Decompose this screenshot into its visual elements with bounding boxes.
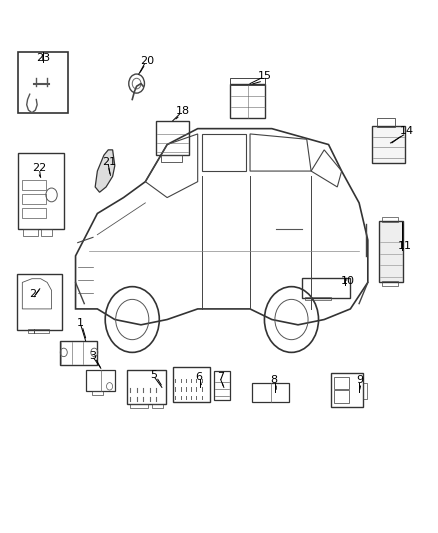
- Bar: [41, 229, 51, 236]
- Bar: [333, 390, 348, 403]
- Bar: [92, 391, 103, 395]
- Text: 20: 20: [140, 56, 154, 66]
- Bar: [304, 297, 330, 301]
- Text: 15: 15: [258, 70, 272, 80]
- Bar: [160, 155, 182, 161]
- Bar: [378, 221, 402, 282]
- Text: 21: 21: [102, 157, 117, 166]
- Bar: [173, 367, 209, 402]
- Bar: [302, 278, 350, 298]
- Bar: [252, 383, 289, 402]
- Bar: [152, 404, 162, 408]
- Text: 7: 7: [216, 372, 223, 382]
- Bar: [22, 195, 46, 204]
- Bar: [22, 208, 46, 217]
- Bar: [22, 180, 46, 190]
- Text: 1: 1: [76, 318, 83, 328]
- Bar: [214, 371, 229, 400]
- Text: 5: 5: [150, 370, 157, 380]
- Bar: [381, 217, 397, 222]
- Text: 22: 22: [32, 164, 46, 173]
- Bar: [130, 404, 147, 408]
- Text: 14: 14: [399, 126, 413, 136]
- Bar: [17, 274, 62, 330]
- Bar: [330, 373, 363, 407]
- Bar: [362, 383, 366, 399]
- Polygon shape: [95, 150, 115, 192]
- Bar: [28, 329, 49, 333]
- Text: 2: 2: [29, 289, 36, 299]
- Text: 10: 10: [340, 276, 354, 286]
- Bar: [230, 84, 265, 118]
- Bar: [18, 52, 68, 113]
- Text: 23: 23: [35, 53, 50, 63]
- Bar: [60, 341, 97, 365]
- Text: 18: 18: [175, 106, 189, 116]
- Text: 11: 11: [397, 241, 411, 252]
- Text: 9: 9: [356, 375, 363, 385]
- Bar: [333, 377, 348, 389]
- Bar: [381, 281, 397, 286]
- Bar: [127, 370, 166, 405]
- Bar: [377, 117, 394, 127]
- Text: 3: 3: [89, 351, 96, 361]
- Bar: [86, 370, 115, 391]
- Text: 6: 6: [195, 372, 202, 382]
- Bar: [156, 120, 188, 155]
- Bar: [23, 229, 39, 236]
- Text: 8: 8: [270, 375, 277, 385]
- Bar: [18, 152, 64, 229]
- Bar: [371, 126, 404, 163]
- Bar: [230, 78, 265, 85]
